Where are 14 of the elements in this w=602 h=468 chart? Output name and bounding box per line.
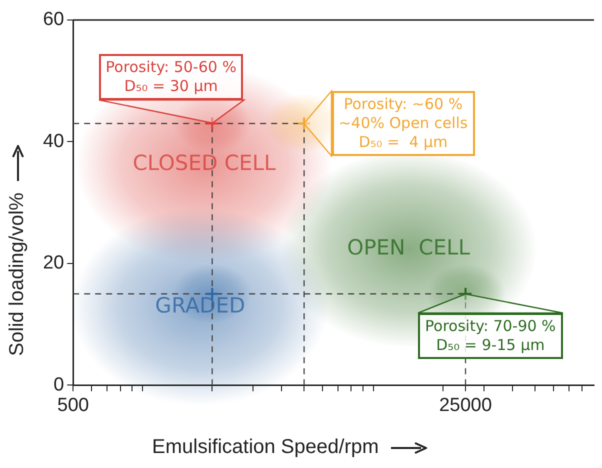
x-tick-label: 500 bbox=[57, 394, 89, 416]
annotation: Porosity: 50-60 % D₅₀ = 30 μm bbox=[98, 54, 244, 100]
x-tick-label: 25000 bbox=[439, 394, 492, 416]
y-tick-label: 20 bbox=[42, 252, 64, 274]
y-tick-label: 40 bbox=[42, 130, 64, 152]
annotation: Porosity: ~60 % ~40% Open cells D₅₀ = 4 μm bbox=[332, 90, 475, 156]
y-tick-label: 0 bbox=[54, 374, 64, 396]
annotation: GRADED bbox=[155, 293, 246, 318]
x-axis-title: Emulsification Speed/rpm bbox=[152, 436, 379, 458]
annotation: OPEN CELL bbox=[347, 235, 470, 260]
y-axis-title: Solid loading/vol% bbox=[6, 192, 28, 356]
y-tick-label: 60 bbox=[42, 9, 64, 30]
annotation: Porosity: 70-90 % D₅₀ = 9-15 μm bbox=[418, 312, 563, 359]
annotation: CLOSED CELL bbox=[132, 150, 276, 175]
